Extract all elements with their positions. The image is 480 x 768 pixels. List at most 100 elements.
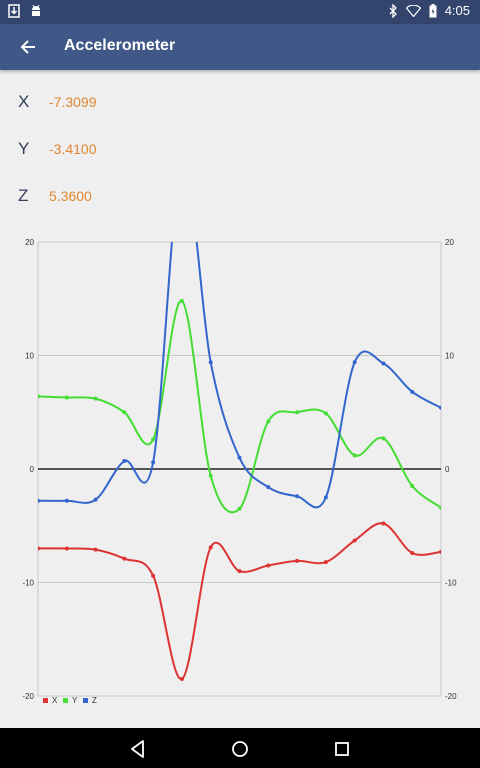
home-circle-icon	[232, 741, 248, 757]
bluetooth-icon	[389, 3, 398, 18]
nav-home-button[interactable]	[229, 738, 251, 760]
nav-back-button[interactable]	[127, 738, 149, 760]
data-point-z	[439, 405, 441, 410]
chart-series	[38, 242, 441, 681]
data-point-z	[93, 497, 98, 502]
chart-grid	[37, 241, 442, 697]
data-point-x	[410, 550, 415, 555]
series-line-y	[38, 300, 441, 514]
data-point-y	[38, 394, 40, 399]
readout-row-z: Z 5.3600	[0, 182, 480, 212]
series-z	[38, 242, 441, 509]
data-point-z	[410, 389, 415, 394]
series-y	[38, 299, 441, 514]
y-tick-label-left: 20	[25, 238, 34, 247]
axis-value: -7.3099	[49, 94, 97, 110]
legend-swatch-x	[43, 698, 48, 703]
data-point-x	[266, 563, 271, 568]
data-point-z	[122, 459, 127, 464]
arrow-back-icon	[20, 40, 35, 54]
data-point-z	[381, 361, 386, 366]
data-point-x	[179, 676, 184, 681]
chart-legend: X Y Z	[43, 696, 97, 705]
data-point-x	[323, 560, 328, 565]
page-title: Accelerometer	[64, 37, 176, 54]
nav-bar	[0, 728, 480, 768]
data-point-y	[151, 437, 156, 442]
back-triangle-icon	[131, 740, 144, 758]
status-left-icons	[8, 4, 42, 18]
legend-swatch-y	[63, 698, 68, 703]
data-point-x	[64, 546, 69, 551]
data-point-z	[352, 360, 357, 365]
chart-tick-labels: 20 20 10 10 0 0 -10 -10 -20 -20	[22, 238, 457, 701]
data-point-y	[266, 419, 271, 424]
y-tick-label-right: -10	[445, 579, 457, 588]
download-icon	[8, 4, 20, 18]
y-tick-label-left: 0	[30, 465, 35, 474]
data-point-x	[381, 521, 386, 526]
series-line-x	[38, 522, 441, 680]
legend-label-y: Y	[72, 696, 78, 705]
y-tick-label-right: -20	[445, 692, 457, 701]
data-point-y	[295, 410, 300, 415]
data-point-y	[64, 395, 69, 400]
data-point-x	[93, 547, 98, 552]
data-point-z	[266, 485, 271, 490]
battery-icon	[429, 3, 437, 18]
legend-swatch-z	[83, 698, 88, 703]
data-point-y	[122, 410, 127, 415]
data-point-z	[208, 360, 213, 365]
axis-name: Y	[18, 139, 30, 158]
readout-row-x: X -7.3099	[0, 88, 480, 118]
data-point-x	[295, 558, 300, 563]
axis-name: Z	[18, 186, 29, 205]
app-bar: Accelerometer	[0, 24, 480, 70]
nav-recents-button[interactable]	[331, 738, 353, 760]
y-tick-label-left: -10	[22, 579, 34, 588]
data-point-y	[439, 505, 441, 510]
data-point-y	[208, 473, 213, 478]
data-point-y	[323, 411, 328, 416]
wifi-icon	[405, 4, 421, 17]
data-point-x	[151, 573, 156, 578]
series-x	[38, 521, 441, 681]
accelerometer-chart: 20 20 10 10 0 0 -10 -10 -20 -20 X Y Z	[22, 238, 457, 705]
data-point-x	[38, 546, 40, 551]
legend-label-z: Z	[92, 696, 97, 705]
data-point-y	[237, 506, 242, 511]
y-tick-label-right: 20	[445, 238, 454, 247]
data-point-z	[38, 498, 40, 503]
data-point-y	[352, 453, 357, 458]
y-tick-label-right: 10	[445, 352, 454, 361]
data-point-y	[410, 484, 415, 489]
status-time: 4:05	[444, 3, 470, 18]
series-line-z	[38, 242, 441, 509]
axis-value: -3.4100	[49, 141, 97, 157]
data-point-z	[237, 455, 242, 460]
data-point-x	[352, 538, 357, 543]
data-point-x	[122, 556, 127, 561]
status-right-icons: 4:05	[389, 3, 470, 18]
data-point-z	[323, 495, 328, 500]
legend-label-x: X	[52, 696, 58, 705]
axis-name: X	[18, 92, 30, 111]
data-point-x	[208, 545, 213, 550]
android-icon	[30, 4, 42, 18]
data-point-z	[151, 460, 156, 465]
data-point-y	[381, 436, 386, 441]
data-point-z	[64, 498, 69, 503]
recents-square-icon	[335, 742, 349, 756]
y-tick-label-left: -20	[22, 692, 34, 701]
data-point-x	[439, 549, 441, 554]
data-point-y	[93, 396, 98, 401]
status-bar: 4:05	[0, 0, 480, 24]
data-point-x	[237, 569, 242, 574]
y-tick-label-left: 10	[25, 352, 34, 361]
data-point-y	[179, 299, 184, 304]
back-button[interactable]	[14, 33, 42, 61]
readout-row-y: Y -3.4100	[0, 135, 480, 165]
y-tick-label-right: 0	[445, 465, 450, 474]
axis-value: 5.3600	[49, 188, 92, 204]
data-point-z	[295, 494, 300, 499]
